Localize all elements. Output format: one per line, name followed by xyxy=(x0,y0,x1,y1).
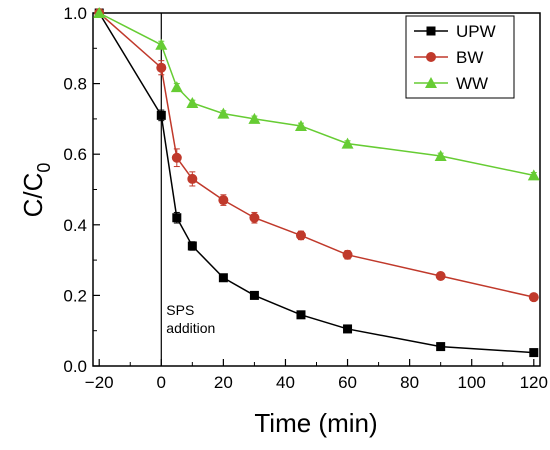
legend-label: BW xyxy=(456,48,483,67)
y-tick-label: 0.4 xyxy=(63,216,87,235)
data-point xyxy=(172,213,182,223)
svg-text:C/C0: C/C0 xyxy=(18,163,54,218)
x-axis-title: Time (min) xyxy=(254,408,377,438)
data-point xyxy=(93,7,106,18)
series-line xyxy=(98,12,534,177)
data-point xyxy=(170,81,183,93)
data-point xyxy=(187,173,198,184)
data-point xyxy=(341,137,354,149)
data-point xyxy=(155,38,168,50)
data-point xyxy=(187,241,197,251)
data-point xyxy=(217,107,230,119)
data-point xyxy=(249,290,259,300)
series-line xyxy=(98,12,534,298)
series-upw xyxy=(94,8,539,358)
legend-item-upw: UPW xyxy=(414,22,496,41)
data-point xyxy=(218,273,228,283)
x-tick-label: 0 xyxy=(157,373,166,392)
x-tick-label: 60 xyxy=(338,373,357,392)
data-point xyxy=(294,119,307,131)
data-point xyxy=(435,270,446,281)
legend-label: WW xyxy=(456,74,488,93)
annotation-label: SPS xyxy=(166,302,194,318)
data-point xyxy=(248,112,261,124)
data-point xyxy=(434,149,447,161)
y-tick-label: 0.0 xyxy=(63,357,87,376)
data-point xyxy=(436,342,446,352)
series-layer xyxy=(93,7,540,358)
x-tick-label: 40 xyxy=(276,373,295,392)
y-axis-title: C/C0 xyxy=(18,163,54,218)
legend-item-ww: WW xyxy=(414,74,488,93)
y-axis-title-main: C/C xyxy=(18,173,48,218)
data-point xyxy=(249,212,260,223)
annotation-label: addition xyxy=(166,320,215,336)
data-point xyxy=(295,230,306,241)
data-point xyxy=(426,26,436,36)
data-point xyxy=(528,292,539,303)
x-tick-label: 120 xyxy=(520,373,548,392)
x-tick-label: 20 xyxy=(214,373,233,392)
x-tick-label: −20 xyxy=(85,373,114,392)
data-point xyxy=(296,310,306,320)
series-line xyxy=(98,12,534,354)
y-tick-label: 1.0 xyxy=(63,4,87,23)
data-point xyxy=(342,249,353,260)
x-tick-label: 80 xyxy=(400,373,419,392)
data-point xyxy=(529,348,539,358)
data-point xyxy=(426,52,436,62)
y-tick-label: 0.6 xyxy=(63,145,87,164)
data-point xyxy=(171,152,182,163)
data-point xyxy=(218,195,229,206)
x-tick-label: 100 xyxy=(458,373,486,392)
legend: UPW BW WW xyxy=(405,15,515,99)
legend-item-bw: BW xyxy=(414,48,483,67)
data-point xyxy=(527,169,540,181)
data-point xyxy=(186,97,199,109)
data-point xyxy=(156,62,167,73)
legend-label: UPW xyxy=(456,22,496,41)
y-tick-label: 0.2 xyxy=(63,286,87,305)
data-point xyxy=(343,324,353,334)
data-point xyxy=(425,77,437,88)
ticks-layer: −20 0 20 40 60 80 100 120 0.0 0.2 0.4 0.6 0.8 1.0 xyxy=(63,4,548,392)
data-point xyxy=(156,110,166,120)
series-ww xyxy=(93,7,540,181)
y-tick-label: 0.8 xyxy=(63,75,87,94)
y-axis-title-sub: 0 xyxy=(34,163,54,173)
